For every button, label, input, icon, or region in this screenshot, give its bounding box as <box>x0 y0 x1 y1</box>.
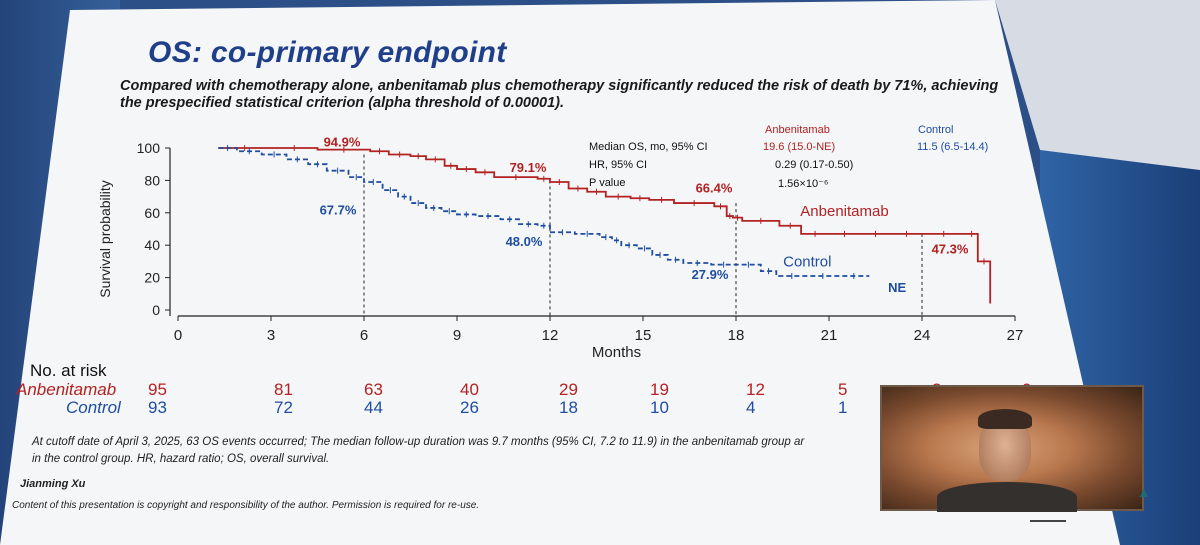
risk-count-control: 44 <box>364 398 383 417</box>
y-tick-label: 40 <box>144 237 160 253</box>
risk-count-anbenitamab: 40 <box>460 380 479 399</box>
risk-count-control: 1 <box>838 398 848 417</box>
stats-hr-label: HR, 95% CI <box>589 159 648 171</box>
x-tick-label: 12 <box>542 327 559 344</box>
y-tick-label: 0 <box>152 302 160 318</box>
stats-arm2-name: Control <box>918 124 954 136</box>
y-tick-label: 80 <box>144 172 160 188</box>
risk-count-control: 26 <box>460 398 479 417</box>
author-name: Jianming Xu <box>20 478 86 490</box>
data-label: 48.0% <box>506 234 543 249</box>
series-label-anbenitamab: Anbenitamab <box>800 203 888 220</box>
risk-count-anbenitamab: 81 <box>274 380 293 399</box>
data-label: 27.9% <box>692 267 729 282</box>
risk-count-anbenitamab: 5 <box>838 380 848 399</box>
km-curve-anbenitamab <box>218 147 992 304</box>
x-axis-label: Months <box>592 344 641 361</box>
risk-row-label: Control <box>66 398 121 417</box>
data-label: 47.3% <box>932 241 969 256</box>
ne-label: NE <box>888 280 906 295</box>
corner-logo-icon: ▲ <box>1137 484 1151 500</box>
y-tick-label: 100 <box>137 140 161 156</box>
risk-count-control: 10 <box>650 398 669 417</box>
series-label-control: Control <box>783 253 831 270</box>
stats-arm1-name: Anbenitamab <box>765 124 830 136</box>
x-tick-label: 15 <box>635 327 652 344</box>
stats-arm2-median: 11.5 (6.5-14.4) <box>917 141 989 153</box>
stats-hr-value: 0.29 (0.17-0.50) <box>775 159 854 171</box>
risk-count-anbenitamab: 19 <box>650 380 669 399</box>
risk-count-control: 72 <box>274 398 293 417</box>
risk-count-anbenitamab: 12 <box>746 380 765 399</box>
risk-count-anbenitamab: 95 <box>148 380 167 399</box>
slide-subtitle: Compared with chemotherapy alone, anbeni… <box>120 78 999 111</box>
risk-count-anbenitamab: 63 <box>364 380 383 399</box>
footnote-line-2: in the control group. HR, hazard ratio; … <box>32 453 330 465</box>
km-curve-control <box>218 147 870 277</box>
risk-table-title: No. at risk <box>30 361 107 380</box>
risk-count-control: 18 <box>559 398 578 417</box>
slide-title: OS: co-primary endpoint <box>148 36 507 69</box>
corner-divider <box>1030 520 1066 522</box>
stats-p-value: 1.56×10⁻⁶ <box>778 178 829 190</box>
y-axis-label: Survival probability <box>97 180 113 298</box>
presenter-hair <box>978 409 1032 429</box>
y-tick-label: 60 <box>144 205 160 221</box>
risk-count-control: 4 <box>746 398 756 417</box>
x-tick-label: 6 <box>360 327 368 344</box>
copyright-notice: Content of this presentation is copyrigh… <box>12 500 480 511</box>
presenter-shoulders <box>937 482 1077 512</box>
data-label: 94.9% <box>324 134 361 149</box>
risk-count-control: 93 <box>148 398 167 417</box>
stats-p-label: P value <box>589 177 626 189</box>
x-tick-label: 9 <box>453 327 461 344</box>
risk-row-label: Anbenitamab <box>16 380 117 399</box>
x-tick-label: 27 <box>1007 327 1024 344</box>
x-tick-label: 18 <box>728 327 745 344</box>
x-tick-label: 21 <box>821 327 838 344</box>
y-tick-label: 20 <box>144 270 160 286</box>
footnote-line-1: At cutoff date of April 3, 2025, 63 OS e… <box>32 436 805 448</box>
x-tick-label: 24 <box>914 327 931 344</box>
data-label: 66.4% <box>696 180 733 195</box>
stats-median-label: Median OS, mo, 95% CI <box>589 141 708 153</box>
webcam-video-overlay <box>880 385 1144 512</box>
risk-count-anbenitamab: 29 <box>559 380 578 399</box>
data-label: 79.1% <box>510 160 547 175</box>
x-tick-label: 3 <box>267 327 275 344</box>
stats-arm1-median: 19.6 (15.0-NE) <box>763 141 836 153</box>
x-tick-label: 0 <box>174 327 182 344</box>
data-label: 67.7% <box>320 202 357 217</box>
